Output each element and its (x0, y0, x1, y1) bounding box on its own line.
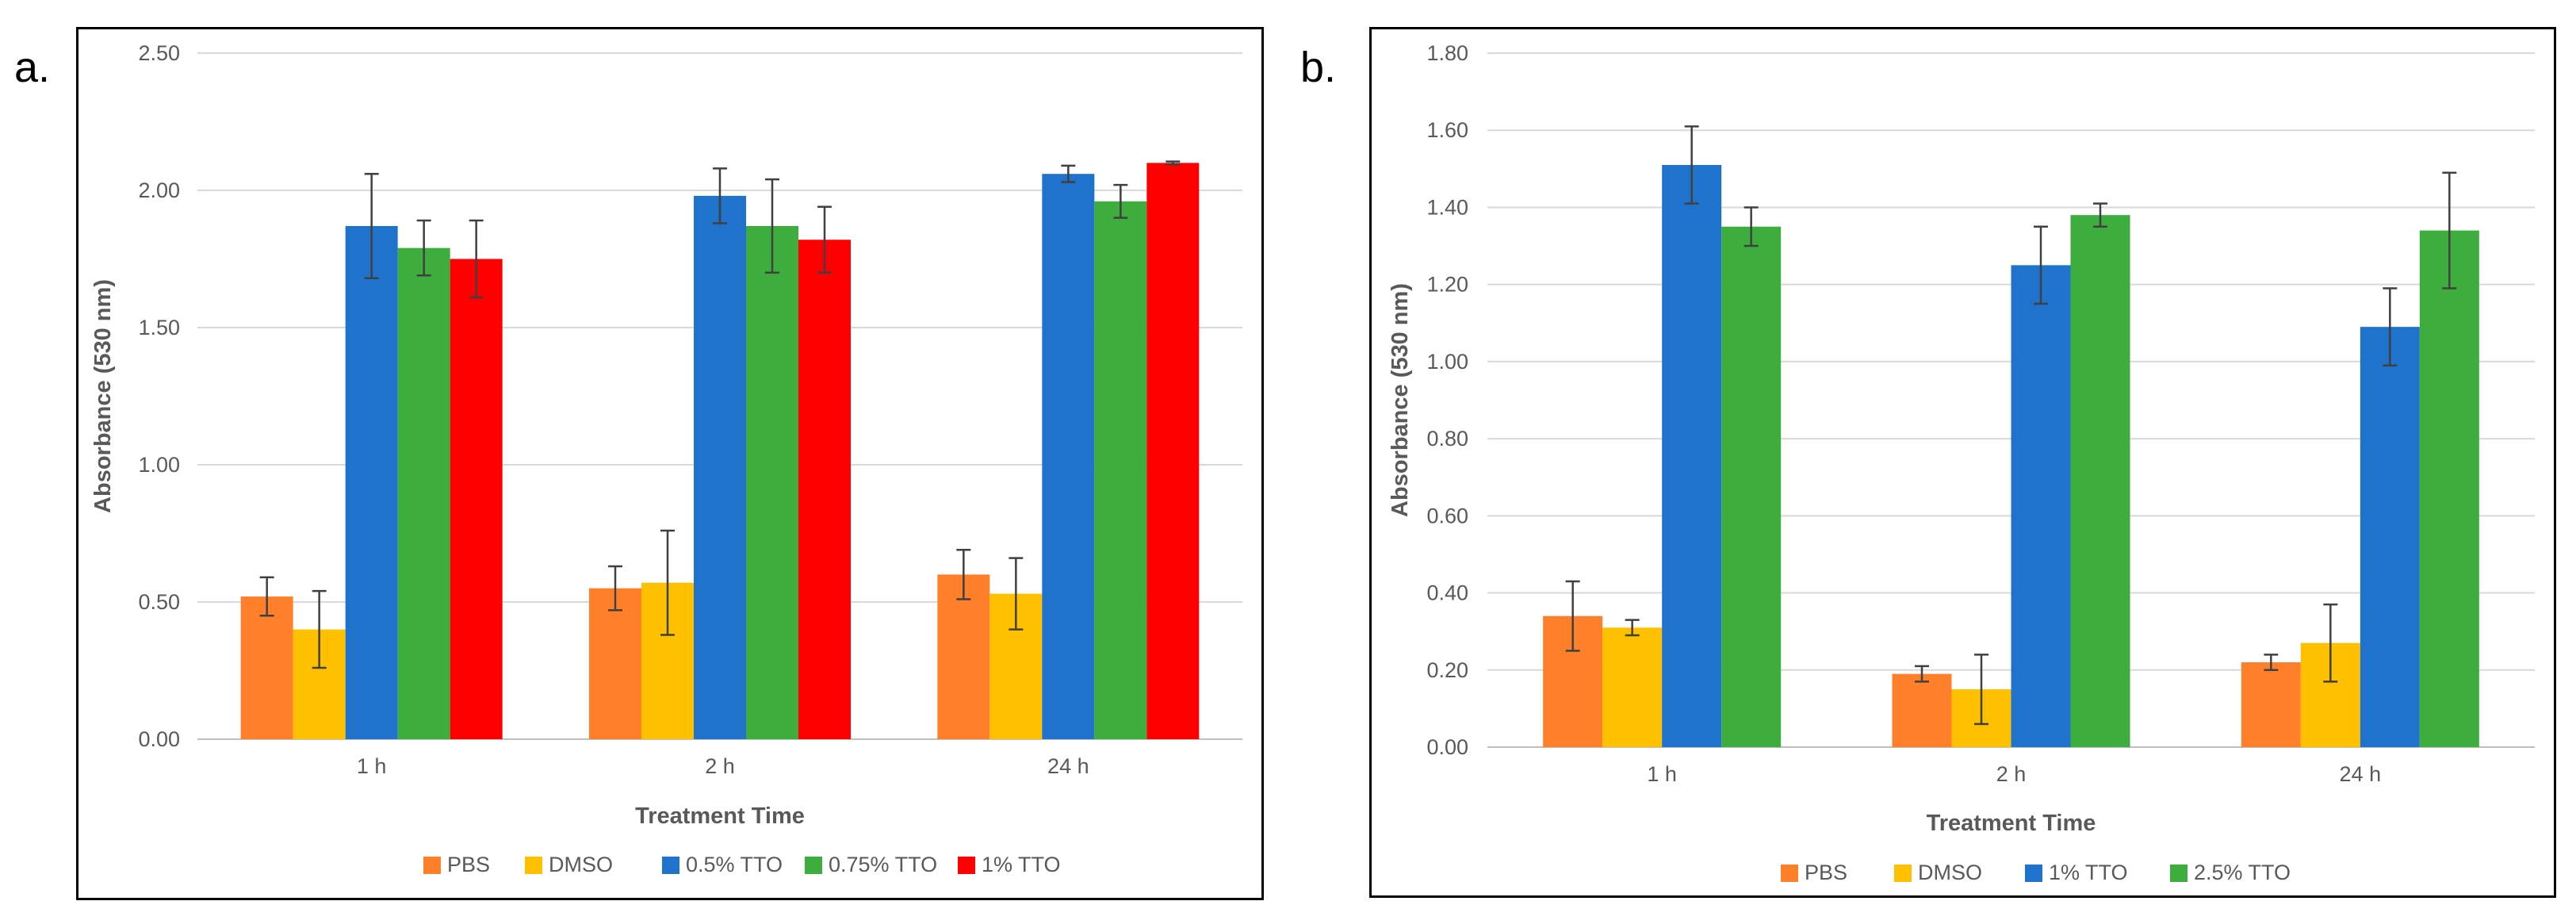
chart-a-bar-pbs (589, 588, 641, 739)
chart-a-legend-swatch (662, 857, 679, 874)
chart-a-bar-0-75-tto (746, 225, 798, 739)
chart-a-legend-label: DMSO (549, 853, 613, 876)
chart-b-legend-label: DMSO (1918, 861, 1982, 884)
chart-b-x-tick-label: 24 h (2340, 762, 2382, 786)
chart-a-bar-1-tto (1146, 163, 1200, 739)
chart-b-bar-pbs (1892, 673, 1952, 747)
chart-a-bar-0-75-tto (397, 247, 450, 739)
chart-b-y-tick-label: 0.60 (1426, 504, 1468, 527)
chart-b-svg: 0.00 0.20 0.40 0.60 0.80 1.00 1.20 1.40 1.60 1.80… (1388, 41, 2535, 884)
chart-b-bar-pbs (2241, 662, 2301, 747)
chart-b-y-tick-label: 0.20 (1426, 658, 1468, 682)
chart-a-bar-pbs (240, 596, 293, 739)
chart-a-y-tick-label: 2.00 (138, 178, 180, 202)
chart-a-bar-pbs (937, 574, 990, 739)
chart-b-y-tick-label: 0.40 (1426, 581, 1468, 605)
chart-b-legend-label: 1% TTO (2049, 861, 2128, 884)
chart-panel-a: 0.00 0.50 1.00 1.50 2.00 2.50 1 h 2 h 24 h Treatm… (76, 27, 1264, 900)
panel-label-a: a. (14, 44, 51, 91)
chart-b-y-tick-label: 1.20 (1426, 273, 1468, 297)
chart-a-bar-1-tto (798, 240, 851, 739)
chart-a-legend-label: 1% TTO (982, 853, 1061, 876)
chart-a-bar-0-5-tto (345, 225, 398, 739)
chart-b-bar-2-5-tto (1721, 226, 1782, 747)
chart-b-bar-1-tto (2360, 327, 2420, 747)
chart-b-bar-1-tto (2011, 265, 2071, 748)
chart-b-bar-2-5-tto (2419, 230, 2479, 748)
chart-b-y-tick-label: 1.60 (1426, 118, 1468, 142)
chart-a-x-axis-title: Treatment Time (635, 803, 805, 829)
chart-a-legend-label: 0.75% TTO (829, 853, 937, 876)
chart-b-y-tick-label: 1.80 (1426, 41, 1468, 65)
panel-label-b: b. (1300, 44, 1337, 91)
chart-a-legend-swatch (525, 857, 542, 874)
chart-a-y-tick-label: 0.00 (138, 727, 180, 751)
chart-b-legend-label: PBS (1805, 861, 1847, 884)
chart-b-bar-dmso (1602, 627, 1663, 747)
chart-a-y-axis-title: Absorbance (530 nm) (90, 279, 116, 513)
chart-a-legend-swatch (805, 857, 822, 874)
chart-a-x-tick-label: 24 h (1047, 754, 1089, 778)
chart-b-legend-swatch (1781, 865, 1798, 882)
chart-a-bar-0-5-tto (694, 195, 746, 740)
chart-a-legend-label: 0.5% TTO (686, 853, 783, 876)
chart-b-x-axis-title: Treatment Time (1927, 811, 2096, 836)
chart-a-x-tick-label: 2 h (705, 754, 735, 778)
chart-b-bar-2-5-tto (2070, 215, 2130, 747)
chart-b-x-tick-label: 2 h (1996, 762, 2027, 786)
chart-b-legend-swatch (2170, 865, 2187, 882)
chart-b-y-tick-label: 1.00 (1426, 350, 1468, 374)
chart-panel-b: 0.00 0.20 0.40 0.60 0.80 1.00 1.20 1.40 1.60 1.80… (1369, 27, 2556, 898)
chart-a-bar-1-tto (450, 259, 503, 739)
chart-a-y-tick-label: 0.50 (138, 590, 180, 614)
chart-b-y-tick-label: 0.00 (1426, 735, 1468, 759)
chart-b-legend-swatch (1894, 865, 1912, 882)
chart-b-legend-label: 2.5% TTO (2194, 861, 2291, 884)
chart-a-y-tick-label: 1.50 (138, 316, 180, 339)
chart-a-y-tick-label: 1.00 (138, 453, 180, 477)
chart-b-x-tick-label: 1 h (1647, 762, 1677, 786)
chart-a-legend-label: PBS (447, 853, 490, 876)
chart-a-legend-swatch (423, 857, 441, 874)
chart-a-bar-0-5-tto (1042, 174, 1095, 740)
chart-b-bar-1-tto (1662, 164, 1722, 747)
chart-a-legend-swatch (958, 857, 975, 874)
chart-a-y-tick-label: 2.50 (138, 41, 180, 65)
chart-a-x-tick-label: 1 h (357, 754, 387, 778)
chart-b-legend-swatch (2025, 865, 2042, 882)
chart-b-y-axis-title: Absorbance (530 nm) (1388, 283, 1413, 517)
chart-a-svg: 0.00 0.50 1.00 1.50 2.00 2.50 1 h 2 h 24 h Treatm… (90, 41, 1242, 876)
chart-b-y-tick-label: 1.40 (1426, 195, 1468, 219)
chart-a-bar-0-75-tto (1094, 201, 1147, 740)
chart-b-y-tick-label: 0.80 (1426, 427, 1468, 450)
